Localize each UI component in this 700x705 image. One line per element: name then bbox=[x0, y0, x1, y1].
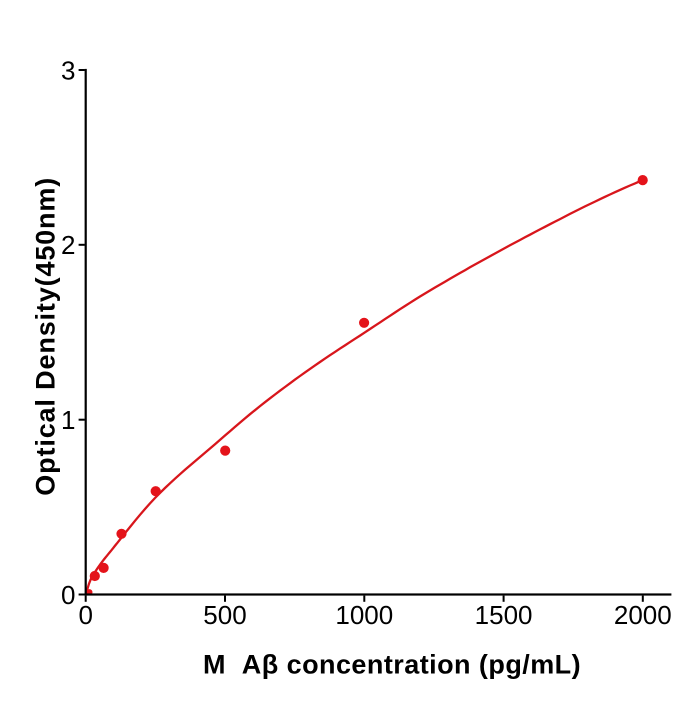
svg-text:500: 500 bbox=[203, 600, 246, 630]
svg-text:1: 1 bbox=[61, 405, 75, 435]
svg-text:0: 0 bbox=[78, 600, 92, 630]
svg-text:2: 2 bbox=[61, 230, 75, 260]
svg-text:1000: 1000 bbox=[335, 600, 393, 630]
svg-text:1500: 1500 bbox=[475, 600, 533, 630]
svg-text:0: 0 bbox=[61, 580, 75, 610]
svg-text:2000: 2000 bbox=[614, 600, 672, 630]
svg-text:M Aβ concentration (pg/mL): M Aβ concentration (pg/mL) bbox=[203, 650, 581, 680]
svg-text:3: 3 bbox=[61, 55, 75, 85]
svg-text:Optical Density(450nm): Optical Density(450nm) bbox=[31, 177, 61, 496]
